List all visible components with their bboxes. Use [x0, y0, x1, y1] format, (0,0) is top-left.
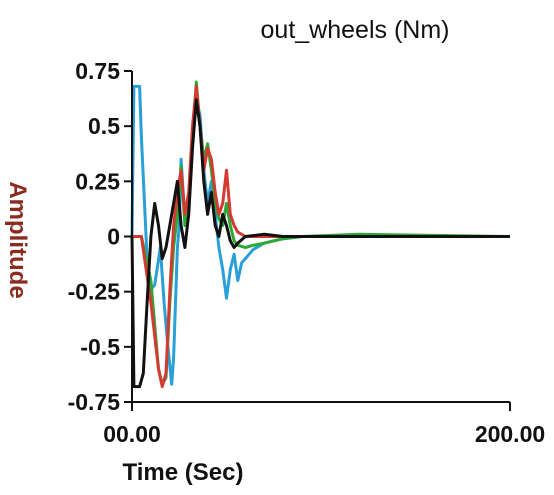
x-tick-label: 200.00: [475, 421, 545, 447]
x-tick-label: 00.00: [103, 421, 161, 447]
y-tick-label: 0.5: [88, 113, 120, 139]
series-line-4: [130, 98, 510, 389]
y-tick-label: -0.75: [68, 389, 121, 415]
axis-layer: 0.75 0.5 0.25 0 -0.25 -0.5 -0.75 00.00 200.00: [68, 58, 546, 447]
x-axis-label: Time (Sec): [123, 459, 244, 486]
y-tick-label: -0.5: [80, 334, 120, 360]
y-tick-label: 0.25: [75, 168, 120, 194]
y-tick-label: 0: [107, 224, 120, 250]
y-tick-label: -0.25: [68, 279, 121, 305]
series-line-2: [132, 80, 511, 386]
chart-title: out_wheels (Nm): [261, 16, 450, 44]
y-axis-label: Amplitude: [4, 181, 31, 298]
series-layer: [130, 80, 511, 389]
y-tick-label: 0.75: [75, 58, 120, 84]
